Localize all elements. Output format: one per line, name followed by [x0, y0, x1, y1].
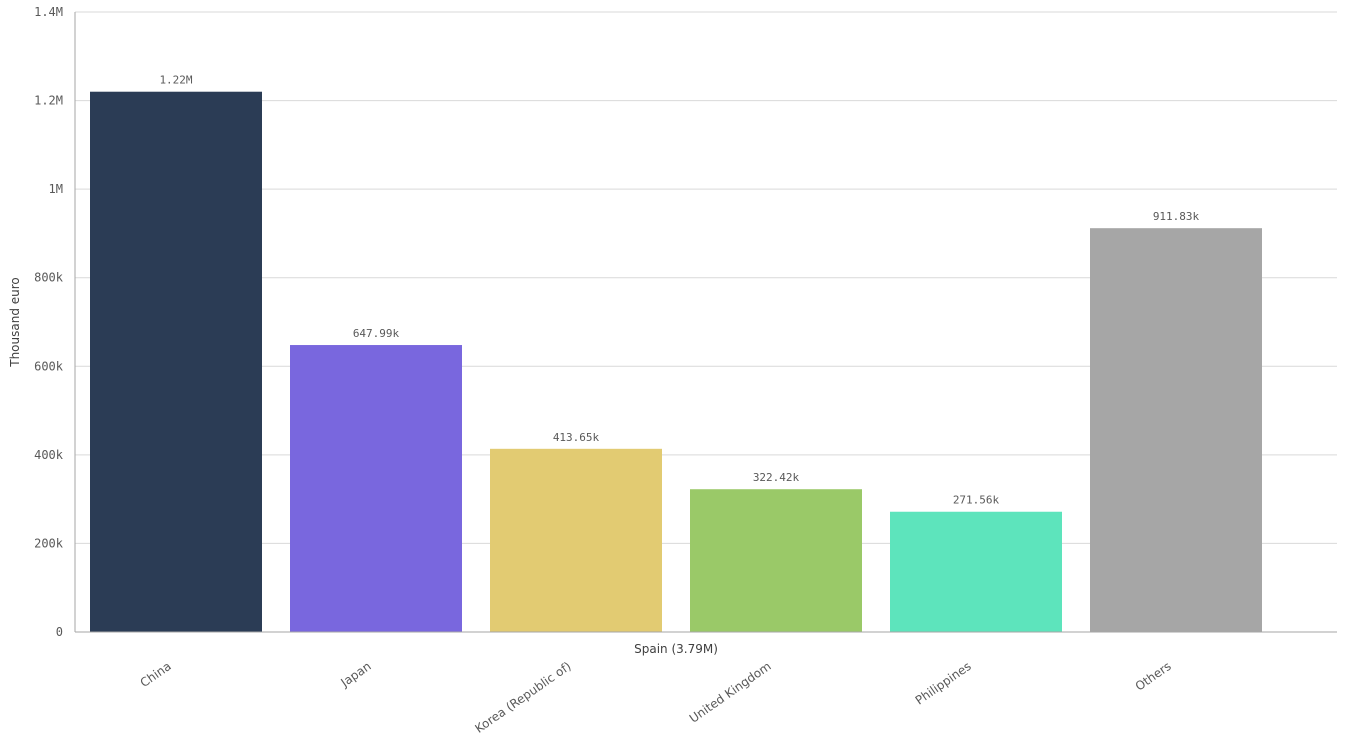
data-label: 322.42k — [753, 471, 800, 484]
y-tick-label: 600k — [34, 359, 64, 373]
x-category-label: China — [138, 659, 174, 690]
data-label: 271.56k — [953, 494, 1000, 507]
y-tick-label: 1.2M — [34, 94, 63, 108]
x-category-label: United Kingdom — [687, 659, 774, 726]
y-tick-label: 1M — [49, 182, 63, 196]
y-tick-label: 800k — [34, 271, 64, 285]
data-labels: 1.22M 647.99k 413.65k 322.42k 271.56k 911.83k — [159, 74, 1199, 507]
bar-united-kingdom[interactable] — [690, 489, 862, 632]
bar-japan[interactable] — [290, 345, 462, 632]
bars — [90, 91, 1262, 632]
x-category-label: Philippines — [913, 659, 974, 708]
bar-others[interactable] — [1090, 228, 1262, 632]
y-axis-title: Thousand euro — [8, 277, 22, 368]
x-category-label: Others — [1133, 659, 1174, 694]
y-tick-label: 0 — [56, 625, 63, 639]
bar-china[interactable] — [90, 91, 262, 632]
x-category-label: Japan — [337, 659, 373, 690]
x-axis-title: Spain (3.79M) — [634, 642, 718, 656]
x-category-label: Korea (Republic of) — [472, 659, 573, 736]
data-label: 413.65k — [553, 431, 600, 444]
data-label: 647.99k — [353, 327, 400, 340]
y-tick-label: 1.4M — [34, 5, 63, 19]
bar-korea-republic-of[interactable] — [490, 448, 662, 632]
data-label: 1.22M — [159, 74, 192, 87]
data-label: 911.83k — [1153, 210, 1200, 223]
y-tick-label: 200k — [34, 536, 64, 550]
bar-philippines[interactable] — [890, 511, 1062, 632]
y-axis-ticks: 0 200k 400k 600k 800k 1M 1.2M 1.4M — [34, 5, 64, 639]
y-tick-label: 400k — [34, 448, 64, 462]
grid-layer — [75, 11, 1337, 544]
x-axis-categories: China Japan Korea (Republic of) United King… — [138, 659, 1174, 736]
